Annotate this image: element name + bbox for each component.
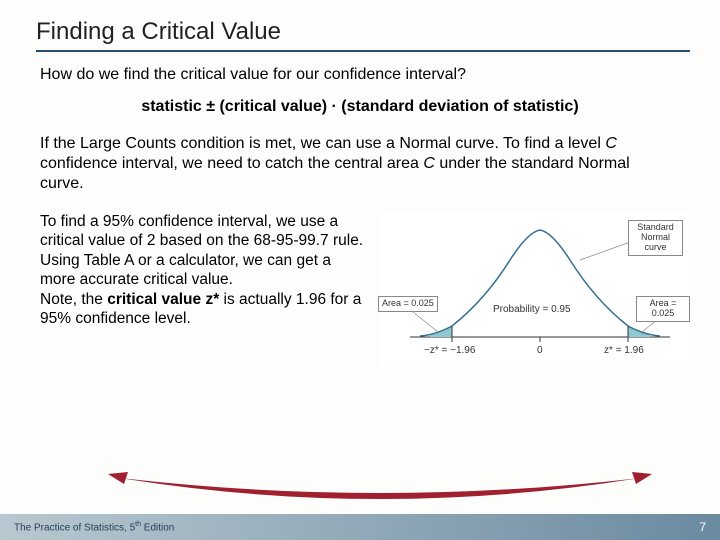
body1-mid: confidence interval, we need to catch th…: [40, 155, 423, 172]
swoosh-arrowhead-left: [108, 472, 128, 484]
formula-text: statistic ± (critical value) · (standard…: [30, 98, 690, 116]
intro-text: How do we find the critical value for ou…: [40, 66, 690, 84]
body1-c1: C: [605, 135, 617, 152]
swoosh-arrowhead-right: [632, 472, 652, 484]
z-neg-label: −z* = −1.96: [424, 345, 475, 356]
footer-left-post: Edition: [141, 522, 174, 533]
footer-left: The Practice of Statistics, 5th Edition: [14, 521, 174, 533]
swoosh-body: [120, 478, 640, 499]
footer-left-pre: The Practice of Statistics, 5: [14, 522, 135, 533]
z-zero-label: 0: [537, 345, 543, 356]
tail-left-box: Area = 0.025: [378, 296, 438, 312]
body-paragraph-2: To find a 95% confidence interval, we us…: [40, 212, 370, 387]
normal-curve-diagram: Standard Normal curve Probability = 0.95…: [380, 212, 690, 387]
body-paragraph-1: If the Large Counts condition is met, we…: [40, 134, 670, 194]
footer-bar: The Practice of Statistics, 5th Edition …: [0, 514, 720, 540]
prob-label: Probability = 0.95: [493, 304, 571, 315]
swoosh-arrow: [100, 470, 660, 510]
body1-c2: C: [423, 155, 435, 172]
tail-right-box: Area = 0.025: [636, 296, 690, 322]
body2-a: To find a 95% confidence interval, we us…: [40, 213, 363, 249]
body2-c-pre: Note, the: [40, 291, 107, 308]
body2-b: Using Table A or a calculator, we can ge…: [40, 252, 331, 288]
body1-pre: If the Large Counts condition is met, we…: [40, 135, 605, 152]
page-number: 7: [699, 520, 706, 534]
curve-label-box: Standard Normal curve: [628, 220, 683, 256]
slide-title: Finding a Critical Value: [36, 18, 690, 52]
body2-c-bold: critical value z*: [107, 291, 219, 308]
z-pos-label: z* = 1.96: [604, 345, 644, 356]
lower-row: To find a 95% confidence interval, we us…: [40, 212, 690, 387]
slide-container: Finding a Critical Value How do we find …: [0, 0, 720, 540]
